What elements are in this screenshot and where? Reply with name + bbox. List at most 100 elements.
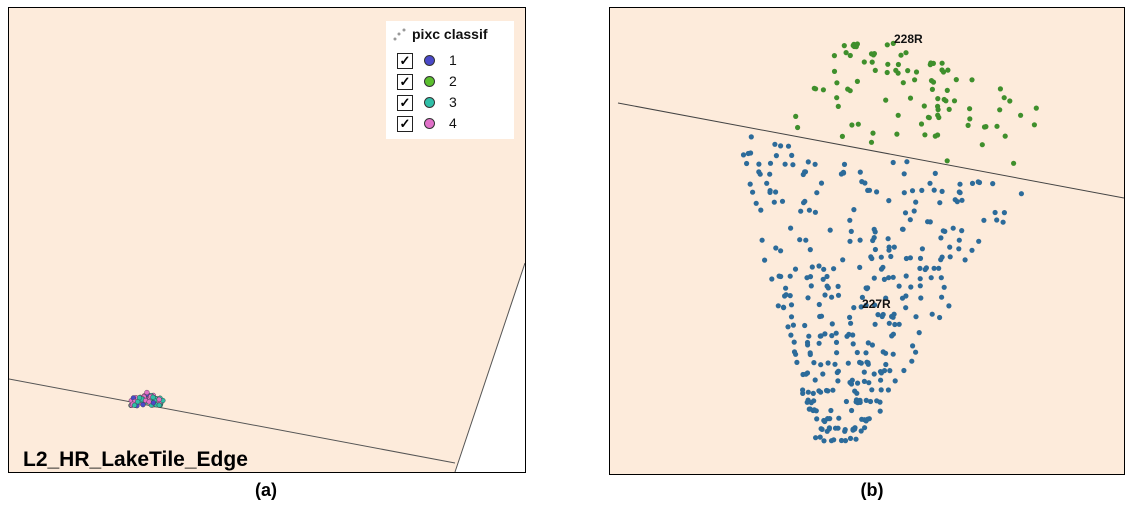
class-2-point bbox=[935, 112, 941, 118]
class-1-point bbox=[814, 416, 820, 422]
class-1-point bbox=[932, 170, 938, 176]
class-2-point bbox=[884, 42, 890, 48]
class-1-point bbox=[862, 425, 868, 431]
class-1-point bbox=[769, 276, 775, 282]
class-1-point bbox=[864, 359, 870, 365]
class-1-point bbox=[790, 322, 796, 328]
class-1-point bbox=[813, 408, 819, 414]
class-1-point bbox=[772, 141, 778, 147]
legend-swatch-2 bbox=[424, 76, 435, 87]
class-1-point bbox=[976, 238, 982, 244]
class-2-point bbox=[903, 50, 909, 56]
class-1-point bbox=[917, 265, 923, 271]
class-1-point bbox=[832, 361, 838, 367]
class-1-point bbox=[750, 189, 756, 195]
class-2-point bbox=[900, 80, 906, 86]
class-1-point bbox=[916, 330, 922, 336]
class-1-point bbox=[870, 237, 876, 244]
class-1-point bbox=[812, 209, 818, 215]
class-2-point bbox=[1031, 122, 1037, 128]
class-1-point bbox=[871, 275, 877, 281]
class-1-point bbox=[866, 416, 872, 422]
class-1-point bbox=[859, 294, 865, 300]
legend-swatch-1 bbox=[424, 55, 435, 66]
legend-item-1[interactable]: ✓ 1 bbox=[394, 51, 512, 71]
class-1-point bbox=[863, 397, 869, 403]
class-1-point bbox=[962, 257, 968, 263]
pixel-point bbox=[156, 396, 162, 403]
class-1-point bbox=[909, 188, 916, 194]
class-1-point bbox=[820, 371, 826, 377]
class-2-point bbox=[885, 61, 891, 67]
class-1-point bbox=[824, 428, 830, 434]
caption-a: (a) bbox=[255, 480, 277, 500]
class-1-point bbox=[872, 321, 878, 327]
class-1-point bbox=[890, 274, 896, 280]
class-2-point bbox=[918, 121, 925, 127]
class-1-point bbox=[842, 438, 849, 444]
class-1-point bbox=[816, 340, 822, 346]
class-1-point bbox=[805, 295, 811, 301]
class-1-point bbox=[903, 305, 909, 311]
class-1-point bbox=[857, 169, 863, 175]
class-1-point bbox=[850, 332, 856, 338]
class-1-point bbox=[833, 330, 839, 336]
class-2-point bbox=[855, 121, 861, 127]
class-1-point bbox=[824, 273, 830, 280]
class-1-point bbox=[816, 263, 822, 269]
class-2-point bbox=[839, 133, 845, 139]
class-2-point bbox=[994, 123, 1000, 129]
class-2-point bbox=[953, 77, 959, 83]
class-1-point bbox=[804, 399, 810, 405]
class-1-point bbox=[878, 254, 884, 260]
class-1-point bbox=[990, 181, 996, 187]
class-2-point bbox=[922, 132, 928, 138]
class-1-point bbox=[822, 331, 828, 337]
class-1-point bbox=[809, 264, 815, 270]
legend-checkbox-1[interactable]: ✓ bbox=[397, 53, 413, 69]
class-1-point bbox=[938, 257, 944, 263]
class-1-point bbox=[781, 305, 787, 311]
class-1-point bbox=[835, 378, 841, 384]
class-2-point bbox=[905, 68, 911, 74]
class-1-point bbox=[869, 342, 875, 348]
legend-checkbox-4[interactable]: ✓ bbox=[397, 116, 413, 132]
class-1-point bbox=[877, 399, 883, 405]
class-2-point bbox=[893, 67, 899, 73]
class-1-point bbox=[812, 161, 818, 167]
legend-item-3[interactable]: ✓ 3 bbox=[394, 93, 512, 113]
class-1-point bbox=[889, 333, 895, 339]
class-1-point bbox=[867, 398, 874, 405]
class-2-point bbox=[849, 122, 855, 128]
class-1-point bbox=[841, 170, 847, 176]
class-2-point bbox=[861, 59, 867, 65]
class-1-point bbox=[910, 343, 916, 349]
class-1-point bbox=[957, 181, 963, 187]
class-1-point bbox=[845, 360, 851, 366]
tile-label-227r: 227R bbox=[862, 297, 891, 311]
class-1-point bbox=[806, 207, 812, 213]
class-1-point bbox=[838, 437, 845, 444]
class-1-point bbox=[885, 387, 891, 393]
class-1-point bbox=[854, 390, 860, 396]
legend-item-2[interactable]: ✓ 2 bbox=[394, 72, 512, 92]
class-1-point bbox=[901, 367, 907, 374]
class-1-point bbox=[865, 340, 871, 346]
class-2-point bbox=[1001, 95, 1007, 101]
class-1-point bbox=[938, 235, 944, 241]
legend-checkbox-3[interactable]: ✓ bbox=[397, 95, 413, 111]
pixel-point bbox=[150, 394, 156, 400]
class-1-point bbox=[866, 380, 872, 386]
class-1-point bbox=[896, 321, 902, 327]
class-1-point bbox=[829, 333, 835, 339]
class-1-point bbox=[863, 302, 869, 308]
class-1-point bbox=[776, 273, 782, 279]
class-2-point bbox=[843, 50, 849, 56]
legend-item-4[interactable]: ✓ 4 bbox=[394, 114, 512, 134]
class-1-point bbox=[842, 427, 848, 433]
class-1-point bbox=[821, 266, 827, 272]
class-1-point bbox=[764, 180, 770, 186]
class-1-point bbox=[805, 159, 811, 165]
class-1-point bbox=[863, 285, 869, 291]
legend-checkbox-2[interactable]: ✓ bbox=[397, 74, 413, 90]
